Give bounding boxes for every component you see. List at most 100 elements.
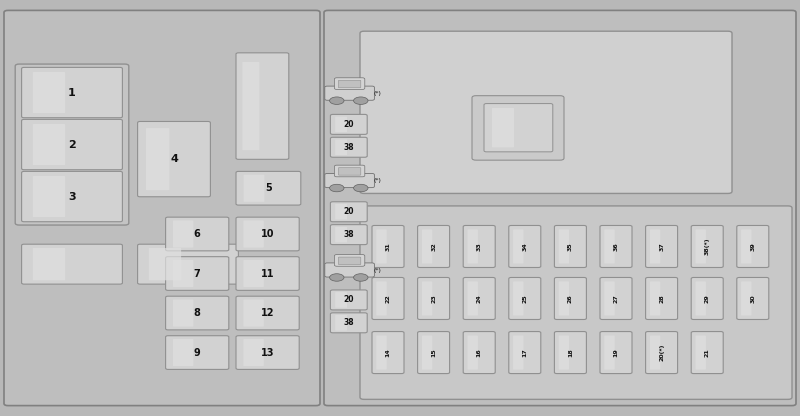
FancyBboxPatch shape — [650, 336, 660, 369]
FancyBboxPatch shape — [325, 263, 374, 277]
FancyBboxPatch shape — [243, 300, 264, 327]
FancyBboxPatch shape — [4, 10, 320, 406]
FancyBboxPatch shape — [243, 220, 264, 248]
FancyBboxPatch shape — [338, 257, 361, 265]
Text: 32: 32 — [431, 242, 436, 251]
FancyBboxPatch shape — [330, 290, 367, 310]
Circle shape — [354, 274, 368, 281]
Text: 21: 21 — [705, 348, 710, 357]
FancyBboxPatch shape — [604, 282, 614, 315]
FancyBboxPatch shape — [422, 230, 432, 263]
FancyBboxPatch shape — [741, 282, 751, 315]
FancyBboxPatch shape — [741, 230, 751, 263]
FancyBboxPatch shape — [173, 260, 194, 287]
Text: 2: 2 — [68, 139, 76, 150]
FancyBboxPatch shape — [418, 277, 450, 319]
FancyBboxPatch shape — [467, 336, 478, 369]
FancyBboxPatch shape — [472, 96, 564, 160]
Circle shape — [330, 97, 344, 104]
FancyBboxPatch shape — [558, 336, 569, 369]
FancyBboxPatch shape — [509, 277, 541, 319]
Text: 18: 18 — [568, 348, 573, 357]
FancyBboxPatch shape — [335, 116, 347, 132]
FancyBboxPatch shape — [737, 225, 769, 267]
FancyBboxPatch shape — [695, 230, 706, 263]
Text: 20: 20 — [343, 207, 354, 216]
Text: 10: 10 — [261, 229, 274, 239]
FancyBboxPatch shape — [335, 204, 347, 220]
FancyBboxPatch shape — [236, 296, 299, 330]
Circle shape — [354, 97, 368, 104]
FancyBboxPatch shape — [146, 128, 170, 190]
FancyBboxPatch shape — [166, 257, 229, 290]
Text: 20(*): 20(*) — [659, 344, 664, 361]
FancyBboxPatch shape — [338, 80, 361, 88]
Text: 31: 31 — [386, 242, 390, 251]
FancyBboxPatch shape — [422, 282, 432, 315]
FancyBboxPatch shape — [330, 225, 367, 245]
FancyBboxPatch shape — [691, 332, 723, 374]
Circle shape — [354, 184, 368, 192]
FancyBboxPatch shape — [236, 53, 289, 159]
FancyBboxPatch shape — [422, 336, 432, 369]
FancyBboxPatch shape — [243, 175, 265, 202]
FancyBboxPatch shape — [33, 124, 65, 165]
Text: 33: 33 — [477, 242, 482, 251]
Text: 16: 16 — [477, 348, 482, 357]
FancyBboxPatch shape — [334, 255, 365, 266]
FancyBboxPatch shape — [376, 282, 386, 315]
Text: (*): (*) — [374, 178, 382, 183]
Text: 27: 27 — [614, 294, 618, 303]
FancyBboxPatch shape — [335, 292, 347, 308]
FancyBboxPatch shape — [650, 282, 660, 315]
FancyBboxPatch shape — [22, 244, 122, 284]
FancyBboxPatch shape — [492, 108, 514, 147]
FancyBboxPatch shape — [149, 248, 181, 280]
Text: 8: 8 — [194, 308, 201, 318]
Text: 25: 25 — [522, 294, 527, 303]
Text: 38: 38 — [343, 143, 354, 152]
FancyBboxPatch shape — [15, 64, 129, 225]
FancyBboxPatch shape — [646, 332, 678, 374]
Text: 19: 19 — [614, 348, 618, 357]
FancyBboxPatch shape — [372, 225, 404, 267]
Text: 6: 6 — [194, 229, 201, 239]
FancyBboxPatch shape — [243, 339, 264, 366]
FancyBboxPatch shape — [166, 296, 229, 330]
FancyBboxPatch shape — [646, 225, 678, 267]
Text: 34: 34 — [522, 242, 527, 251]
FancyBboxPatch shape — [324, 10, 796, 406]
FancyBboxPatch shape — [554, 277, 586, 319]
FancyBboxPatch shape — [330, 313, 367, 333]
Text: 5: 5 — [265, 183, 272, 193]
FancyBboxPatch shape — [236, 257, 299, 290]
FancyBboxPatch shape — [334, 165, 365, 177]
FancyBboxPatch shape — [22, 119, 122, 170]
Text: 26: 26 — [568, 294, 573, 303]
FancyBboxPatch shape — [360, 31, 732, 193]
FancyBboxPatch shape — [691, 277, 723, 319]
FancyBboxPatch shape — [236, 171, 301, 205]
FancyBboxPatch shape — [22, 67, 122, 118]
Text: 22: 22 — [386, 294, 390, 303]
FancyBboxPatch shape — [509, 225, 541, 267]
FancyBboxPatch shape — [650, 230, 660, 263]
FancyBboxPatch shape — [467, 230, 478, 263]
Text: 35: 35 — [568, 242, 573, 251]
FancyBboxPatch shape — [173, 339, 194, 366]
FancyBboxPatch shape — [330, 202, 367, 222]
Text: 38: 38 — [343, 230, 354, 239]
FancyBboxPatch shape — [325, 173, 374, 188]
Text: 39: 39 — [750, 242, 755, 251]
FancyBboxPatch shape — [33, 248, 65, 280]
Text: 15: 15 — [431, 348, 436, 357]
Text: 20: 20 — [343, 120, 354, 129]
Text: 9: 9 — [194, 347, 201, 358]
Text: 17: 17 — [522, 348, 527, 357]
FancyBboxPatch shape — [166, 336, 229, 369]
Text: 12: 12 — [261, 308, 274, 318]
FancyBboxPatch shape — [558, 230, 569, 263]
FancyBboxPatch shape — [243, 260, 264, 287]
FancyBboxPatch shape — [695, 282, 706, 315]
FancyBboxPatch shape — [695, 336, 706, 369]
